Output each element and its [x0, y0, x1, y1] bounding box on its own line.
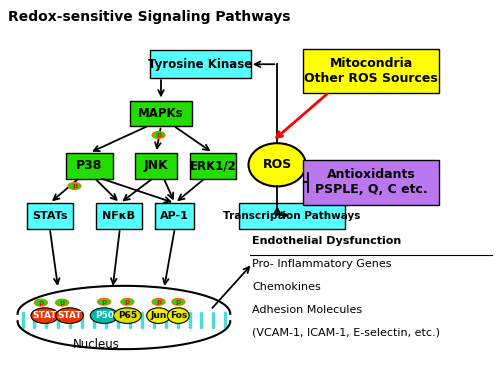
Ellipse shape	[90, 308, 118, 324]
Text: p: p	[176, 299, 181, 305]
FancyBboxPatch shape	[304, 160, 439, 204]
Text: ROS: ROS	[262, 158, 292, 171]
Text: Antioxidants
PSPLE, Q, C etc.: Antioxidants PSPLE, Q, C etc.	[315, 169, 428, 197]
FancyBboxPatch shape	[130, 101, 192, 126]
Text: Transcription Pathways: Transcription Pathways	[224, 211, 360, 221]
FancyBboxPatch shape	[136, 153, 177, 178]
Text: P65: P65	[118, 311, 137, 320]
Ellipse shape	[121, 298, 134, 305]
FancyBboxPatch shape	[304, 49, 439, 93]
Circle shape	[248, 143, 306, 186]
Text: MAPKs: MAPKs	[138, 107, 184, 120]
Text: p: p	[156, 299, 161, 305]
Ellipse shape	[31, 308, 58, 324]
FancyBboxPatch shape	[150, 50, 251, 78]
Text: Nucleus: Nucleus	[74, 338, 120, 351]
FancyBboxPatch shape	[96, 203, 142, 229]
FancyBboxPatch shape	[26, 203, 73, 229]
Text: Pro- Inflammatory Genes: Pro- Inflammatory Genes	[252, 259, 392, 269]
Text: STAT: STAT	[58, 311, 82, 320]
Text: (VCAM-1, ICAM-1, E-selectin, etc.): (VCAM-1, ICAM-1, E-selectin, etc.)	[252, 328, 440, 338]
Text: STAT: STAT	[32, 311, 57, 320]
Text: Endothelial Dysfunction: Endothelial Dysfunction	[252, 235, 402, 246]
Ellipse shape	[56, 308, 84, 324]
Ellipse shape	[114, 308, 141, 324]
Text: p: p	[125, 299, 130, 305]
Text: p: p	[38, 300, 44, 305]
Text: p: p	[156, 132, 161, 138]
Ellipse shape	[98, 298, 110, 305]
Text: Redox-sensitive Signaling Pathways: Redox-sensitive Signaling Pathways	[8, 10, 290, 24]
Text: Fos: Fos	[170, 311, 187, 320]
Ellipse shape	[34, 299, 48, 306]
Text: p: p	[60, 300, 64, 305]
Text: Chemokines: Chemokines	[252, 282, 321, 292]
Text: Tyrosine Kinase: Tyrosine Kinase	[148, 58, 252, 71]
Text: AP-1: AP-1	[160, 211, 189, 221]
Text: P38: P38	[76, 159, 102, 172]
Text: Mitocondria
Other ROS Sources: Mitocondria Other ROS Sources	[304, 57, 438, 85]
Text: P50: P50	[94, 311, 114, 320]
Text: p: p	[72, 183, 77, 189]
Text: ERK1/2: ERK1/2	[190, 159, 236, 172]
Ellipse shape	[152, 132, 165, 138]
Ellipse shape	[152, 298, 165, 305]
Ellipse shape	[56, 299, 68, 306]
Text: NFκB: NFκB	[102, 211, 136, 221]
FancyBboxPatch shape	[239, 203, 345, 229]
Ellipse shape	[68, 183, 81, 189]
Ellipse shape	[172, 298, 185, 305]
Text: Jun: Jun	[150, 311, 166, 320]
FancyBboxPatch shape	[155, 203, 194, 229]
Text: STATs: STATs	[32, 211, 68, 221]
Ellipse shape	[146, 308, 171, 324]
Text: p: p	[102, 299, 106, 305]
FancyBboxPatch shape	[66, 153, 112, 178]
Ellipse shape	[168, 308, 189, 324]
Text: Adhesion Molecules: Adhesion Molecules	[252, 305, 362, 315]
FancyBboxPatch shape	[190, 153, 236, 178]
Text: JNK: JNK	[144, 159, 169, 172]
